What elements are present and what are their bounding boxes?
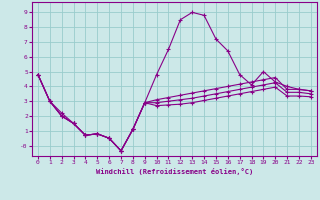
- X-axis label: Windchill (Refroidissement éolien,°C): Windchill (Refroidissement éolien,°C): [96, 168, 253, 175]
